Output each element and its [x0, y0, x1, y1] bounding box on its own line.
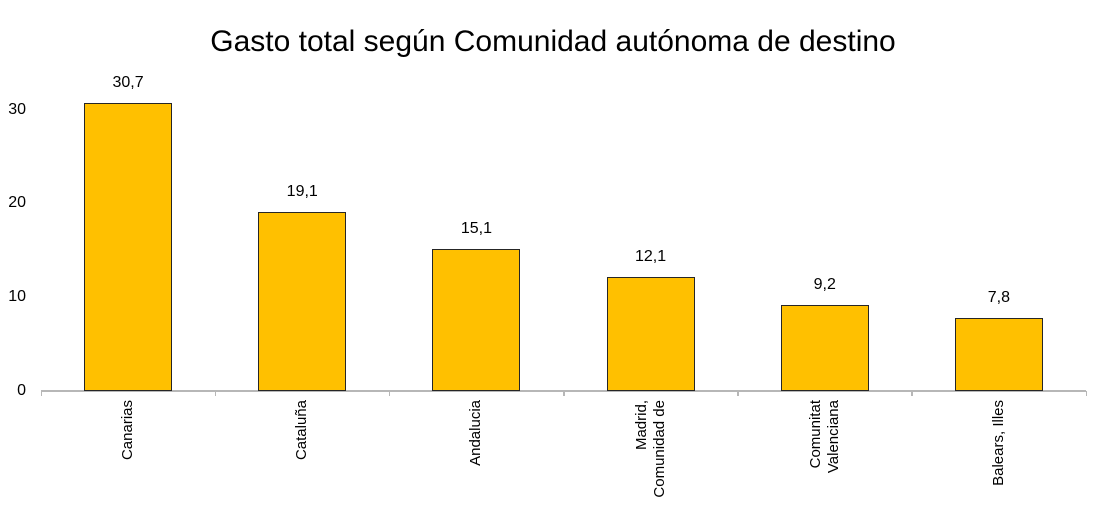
category-label: Canarias — [109, 400, 147, 510]
x-axis-tick — [40, 391, 42, 396]
bar-value-label: 15,1 — [460, 220, 492, 238]
x-axis-tick — [911, 391, 913, 396]
category-label-text: Canarias — [119, 400, 137, 461]
x-axis-tick — [214, 391, 217, 396]
bar — [780, 304, 869, 391]
category-label-text: Comunitat Valenciana — [806, 400, 842, 474]
category-label-text: Madrid, Comunidad de — [632, 400, 668, 498]
bar — [84, 103, 173, 391]
bar-value-label: 30,7 — [112, 74, 144, 91]
category-label: Balears, Illes — [980, 400, 1018, 510]
x-axis-tick — [563, 391, 565, 396]
bar — [606, 277, 695, 391]
category-label: Cataluña — [283, 400, 321, 510]
bar — [432, 249, 521, 391]
y-tick-label: 30 — [8, 100, 26, 118]
bar — [258, 211, 347, 391]
category-label-text: Balears, Illes — [989, 400, 1007, 486]
bar — [954, 317, 1043, 391]
category-label-text: Cataluña — [293, 400, 311, 461]
bar-value-label: 19,1 — [286, 182, 318, 200]
y-tick-label: 10 — [8, 288, 26, 306]
category-label: Madrid, Comunidad de — [632, 400, 670, 510]
x-axis-tick — [737, 391, 739, 396]
bar-value-label: 12,1 — [635, 248, 667, 266]
bar-value-label: 9,2 — [813, 275, 836, 293]
category-label: Andalucia — [457, 400, 495, 510]
chart-title: Gasto total según Comunidad autónoma de … — [210, 25, 896, 58]
bar-value-label: 7,8 — [987, 288, 1011, 306]
y-tick-label: 20 — [8, 194, 26, 212]
x-axis-tick — [388, 391, 391, 396]
category-label-text: Andalucia — [467, 400, 485, 466]
y-tick-label: 0 — [17, 382, 26, 399]
x-axis-tick — [1085, 391, 1087, 396]
category-label: Comunitat Valenciana — [806, 400, 844, 510]
